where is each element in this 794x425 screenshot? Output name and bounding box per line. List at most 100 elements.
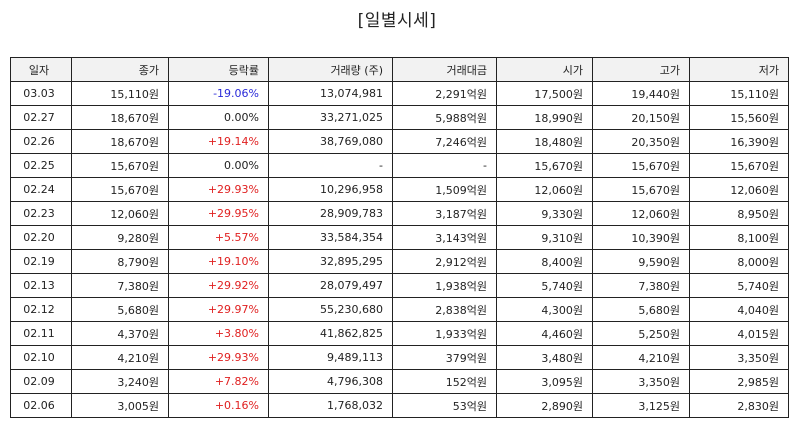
trade-value-cell: - bbox=[392, 153, 497, 178]
open-cell: 4,460원 bbox=[496, 321, 593, 346]
high-cell: 4,210원 bbox=[592, 345, 690, 370]
high-cell: 12,060원 bbox=[592, 201, 690, 226]
change-rate-cell: 0.00% bbox=[168, 105, 269, 130]
header-open: 시가 bbox=[496, 57, 593, 82]
close-cell: 8,790원 bbox=[71, 249, 169, 274]
close-cell: 15,670원 bbox=[71, 153, 169, 178]
close-cell: 3,005원 bbox=[71, 393, 169, 418]
volume-cell: 1,768,032 bbox=[268, 393, 393, 418]
trade-value-cell: 2,912억원 bbox=[392, 249, 497, 274]
low-cell: 8,950원 bbox=[689, 201, 789, 226]
open-cell: 18,990원 bbox=[496, 105, 593, 130]
trade-value-cell: 53억원 bbox=[392, 393, 497, 418]
high-cell: 20,150원 bbox=[592, 105, 690, 130]
table-row: 03.03 15,110원 -19.06% 13,074,981 2,291억원 17,5… bbox=[10, 81, 789, 106]
close-cell: 7,380원 bbox=[71, 273, 169, 298]
open-cell: 15,670원 bbox=[496, 153, 593, 178]
change-rate-cell: +7.82% bbox=[168, 369, 269, 394]
table-row: 02.20 9,280원 +5.57% 33,584,354 3,143억원 9,310원… bbox=[10, 225, 789, 250]
close-cell: 15,670원 bbox=[71, 177, 169, 202]
high-cell: 19,440원 bbox=[592, 81, 690, 106]
table-row: 02.09 3,240원 +7.82% 4,796,308 152억원 3,095원 3,3… bbox=[10, 369, 789, 394]
table-row: 02.25 15,670원 0.00% - -15,670원 15,670원 15,670원 bbox=[10, 153, 789, 178]
volume-cell: - bbox=[268, 153, 393, 178]
open-cell: 17,500원 bbox=[496, 81, 593, 106]
volume-cell: 33,271,025 bbox=[268, 105, 393, 130]
open-cell: 3,480원 bbox=[496, 345, 593, 370]
change-rate-cell: +29.92% bbox=[168, 273, 269, 298]
low-cell: 15,670원 bbox=[689, 153, 789, 178]
low-cell: 15,560원 bbox=[689, 105, 789, 130]
trade-value-cell: 3,143억원 bbox=[392, 225, 497, 250]
table-row: 02.23 12,060원 +29.95% 28,909,783 3,187억원 9,33… bbox=[10, 201, 789, 226]
change-rate-cell: +29.93% bbox=[168, 177, 269, 202]
close-cell: 5,680원 bbox=[71, 297, 169, 322]
low-cell: 16,390원 bbox=[689, 129, 789, 154]
date-cell: 02.25 bbox=[10, 153, 72, 178]
high-cell: 20,350원 bbox=[592, 129, 690, 154]
close-cell: 3,240원 bbox=[71, 369, 169, 394]
high-cell: 3,125원 bbox=[592, 393, 690, 418]
close-cell: 4,210원 bbox=[71, 345, 169, 370]
high-cell: 15,670원 bbox=[592, 177, 690, 202]
table-row: 02.06 3,005원 +0.16% 1,768,032 53억원 2,890원 3,12… bbox=[10, 393, 789, 418]
date-cell: 02.09 bbox=[10, 369, 72, 394]
volume-cell: 9,489,113 bbox=[268, 345, 393, 370]
close-cell: 9,280원 bbox=[71, 225, 169, 250]
table-row: 02.26 18,670원 +19.14% 38,769,080 7,246억원 18,4… bbox=[10, 129, 789, 154]
high-cell: 7,380원 bbox=[592, 273, 690, 298]
date-cell: 02.06 bbox=[10, 393, 72, 418]
low-cell: 8,000원 bbox=[689, 249, 789, 274]
close-cell: 18,670원 bbox=[71, 105, 169, 130]
volume-cell: 33,584,354 bbox=[268, 225, 393, 250]
trade-value-cell: 1,509억원 bbox=[392, 177, 497, 202]
high-cell: 10,390원 bbox=[592, 225, 690, 250]
table-row: 02.27 18,670원 0.00% 33,271,025 5,988억원 18,990… bbox=[10, 105, 789, 130]
header-volume: 거래량 (주) bbox=[268, 57, 393, 82]
trade-value-cell: 5,988억원 bbox=[392, 105, 497, 130]
trade-value-cell: 1,933억원 bbox=[392, 321, 497, 346]
high-cell: 3,350원 bbox=[592, 369, 690, 394]
header-change-rate: 등락률 bbox=[168, 57, 269, 82]
header-date: 일자 bbox=[10, 57, 72, 82]
date-cell: 02.20 bbox=[10, 225, 72, 250]
close-cell: 4,370원 bbox=[71, 321, 169, 346]
open-cell: 9,310원 bbox=[496, 225, 593, 250]
trade-value-cell: 152억원 bbox=[392, 369, 497, 394]
close-cell: 18,670원 bbox=[71, 129, 169, 154]
date-cell: 02.19 bbox=[10, 249, 72, 274]
table-row: 02.11 4,370원 +3.80% 41,862,825 1,933억원 4,460원… bbox=[10, 321, 789, 346]
low-cell: 4,040원 bbox=[689, 297, 789, 322]
table-row: 02.19 8,790원 +19.10% 32,895,295 2,912억원 8,400… bbox=[10, 249, 789, 274]
low-cell: 8,100원 bbox=[689, 225, 789, 250]
open-cell: 4,300원 bbox=[496, 297, 593, 322]
table-row: 02.24 15,670원 +29.93% 10,296,958 1,509억원 12,0… bbox=[10, 177, 789, 202]
header-high: 고가 bbox=[592, 57, 690, 82]
change-rate-cell: +29.95% bbox=[168, 201, 269, 226]
header-low: 저가 bbox=[689, 57, 789, 82]
low-cell: 5,740원 bbox=[689, 273, 789, 298]
table-row: 02.10 4,210원 +29.93% 9,489,113 379억원 3,480원 4,… bbox=[10, 345, 789, 370]
daily-price-table: 일자 종가 등락률 거래량 (주) 거래대금 시가 고가 저가 03.03 15,… bbox=[10, 57, 789, 418]
change-rate-cell: +5.57% bbox=[168, 225, 269, 250]
volume-cell: 28,909,783 bbox=[268, 201, 393, 226]
change-rate-cell: +19.10% bbox=[168, 249, 269, 274]
date-cell: 02.24 bbox=[10, 177, 72, 202]
change-rate-cell: +29.93% bbox=[168, 345, 269, 370]
date-cell: 02.12 bbox=[10, 297, 72, 322]
trade-value-cell: 2,838억원 bbox=[392, 297, 497, 322]
change-rate-cell: -19.06% bbox=[168, 81, 269, 106]
date-cell: 02.26 bbox=[10, 129, 72, 154]
volume-cell: 32,895,295 bbox=[268, 249, 393, 274]
open-cell: 3,095원 bbox=[496, 369, 593, 394]
change-rate-cell: +19.14% bbox=[168, 129, 269, 154]
header-trade-value: 거래대금 bbox=[392, 57, 497, 82]
trade-value-cell: 1,938억원 bbox=[392, 273, 497, 298]
header-close: 종가 bbox=[71, 57, 169, 82]
table-header-row: 일자 종가 등락률 거래량 (주) 거래대금 시가 고가 저가 bbox=[10, 57, 789, 82]
table-row: 02.13 7,380원 +29.92% 28,079,497 1,938억원 5,740… bbox=[10, 273, 789, 298]
volume-cell: 55,230,680 bbox=[268, 297, 393, 322]
high-cell: 5,680원 bbox=[592, 297, 690, 322]
high-cell: 5,250원 bbox=[592, 321, 690, 346]
table-row: 02.12 5,680원 +29.97% 55,230,680 2,838억원 4,300… bbox=[10, 297, 789, 322]
